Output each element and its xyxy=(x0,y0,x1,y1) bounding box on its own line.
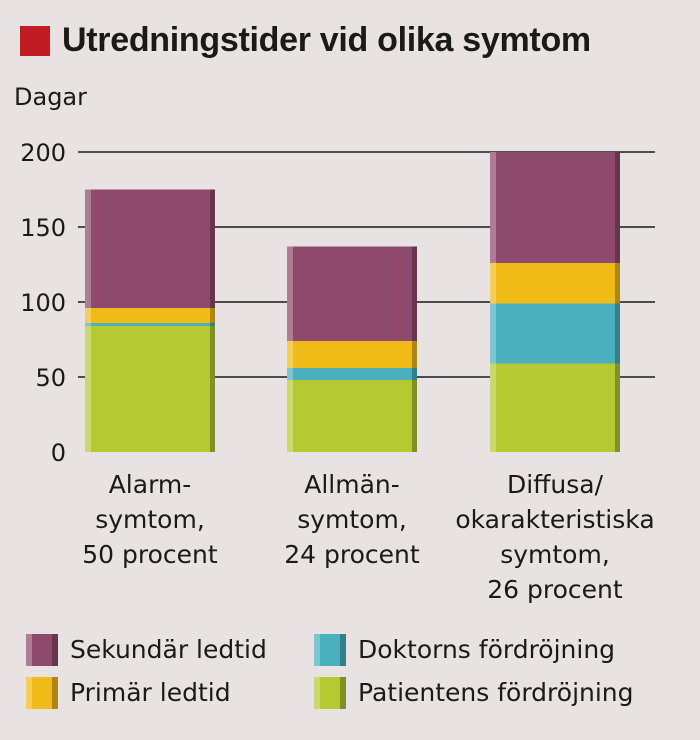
legend-item: Doktorns fördröjning xyxy=(314,634,615,666)
bar-segment-highlight xyxy=(287,341,293,368)
bar-segment xyxy=(85,189,215,308)
title-marker xyxy=(20,26,50,56)
x-category-label: Alarm- symtom, 50 procent xyxy=(82,470,218,569)
legend-item: Sekundär ledtid xyxy=(26,634,267,666)
bar-segment xyxy=(287,368,417,380)
bar-segment xyxy=(287,246,417,341)
legend-swatch xyxy=(314,634,346,666)
bar-segment xyxy=(85,323,215,326)
bar-segment xyxy=(287,380,417,452)
legend-label: Primär ledtid xyxy=(70,678,231,707)
x-category-label: Allmän- symtom, 24 procent xyxy=(284,470,420,569)
bar-segment xyxy=(490,363,620,452)
bar-segment-shadow xyxy=(615,152,620,263)
legend-item: Patientens fördröjning xyxy=(314,677,634,709)
bar-segment-highlight xyxy=(85,323,91,326)
bar-segment-highlight xyxy=(85,308,91,323)
bar-segment xyxy=(85,308,215,323)
bar-segment-shadow xyxy=(615,363,620,452)
bar-segment xyxy=(287,341,417,368)
legend-swatch xyxy=(314,677,346,709)
bar-segment-shadow xyxy=(412,341,417,368)
bar-segment-shadow xyxy=(412,380,417,452)
y-tick-label: 100 xyxy=(20,289,66,317)
y-tick-label: 150 xyxy=(20,214,66,242)
bar-segment xyxy=(490,152,620,263)
bar-segment-highlight xyxy=(490,152,496,263)
bar-segment-shadow xyxy=(412,246,417,341)
bar-segment-shadow xyxy=(210,189,215,308)
legend-swatch xyxy=(26,677,58,709)
y-tick-label: 0 xyxy=(51,439,66,467)
bar-segment-shadow xyxy=(210,323,215,326)
y-axis-label: Dagar xyxy=(14,83,87,111)
bar-segment-shadow xyxy=(615,303,620,364)
bar-segment-highlight xyxy=(490,303,496,364)
bar-segment-highlight xyxy=(287,380,293,452)
bar-segment xyxy=(490,303,620,364)
legend-label: Patientens fördröjning xyxy=(358,678,634,707)
bar-segment-shadow xyxy=(412,368,417,380)
legend-label: Doktorns fördröjning xyxy=(358,635,616,664)
bar-segment-highlight xyxy=(287,246,293,341)
bar-segment-highlight xyxy=(490,363,496,452)
bar-segment-highlight xyxy=(287,368,293,380)
x-category-label: Diffusa/ okarakteristiska symtom, 26 pro… xyxy=(455,470,655,604)
bar-segment xyxy=(85,326,215,452)
y-tick-label: 50 xyxy=(35,364,66,392)
bar-segment-highlight xyxy=(85,326,91,452)
bar-segment-shadow xyxy=(615,263,620,304)
bar-segment-highlight xyxy=(85,189,91,308)
legend-swatch xyxy=(26,634,58,666)
legend-label: Sekundär ledtid xyxy=(70,635,267,664)
bar-segment-highlight xyxy=(490,263,496,304)
chart-title: Utredningstider vid olika symtom xyxy=(62,21,591,59)
bar-segment xyxy=(490,263,620,304)
y-tick-label: 200 xyxy=(20,139,66,167)
legend-item: Primär ledtid xyxy=(26,677,231,709)
bar-segment-shadow xyxy=(210,326,215,452)
bar-segment-shadow xyxy=(210,308,215,323)
